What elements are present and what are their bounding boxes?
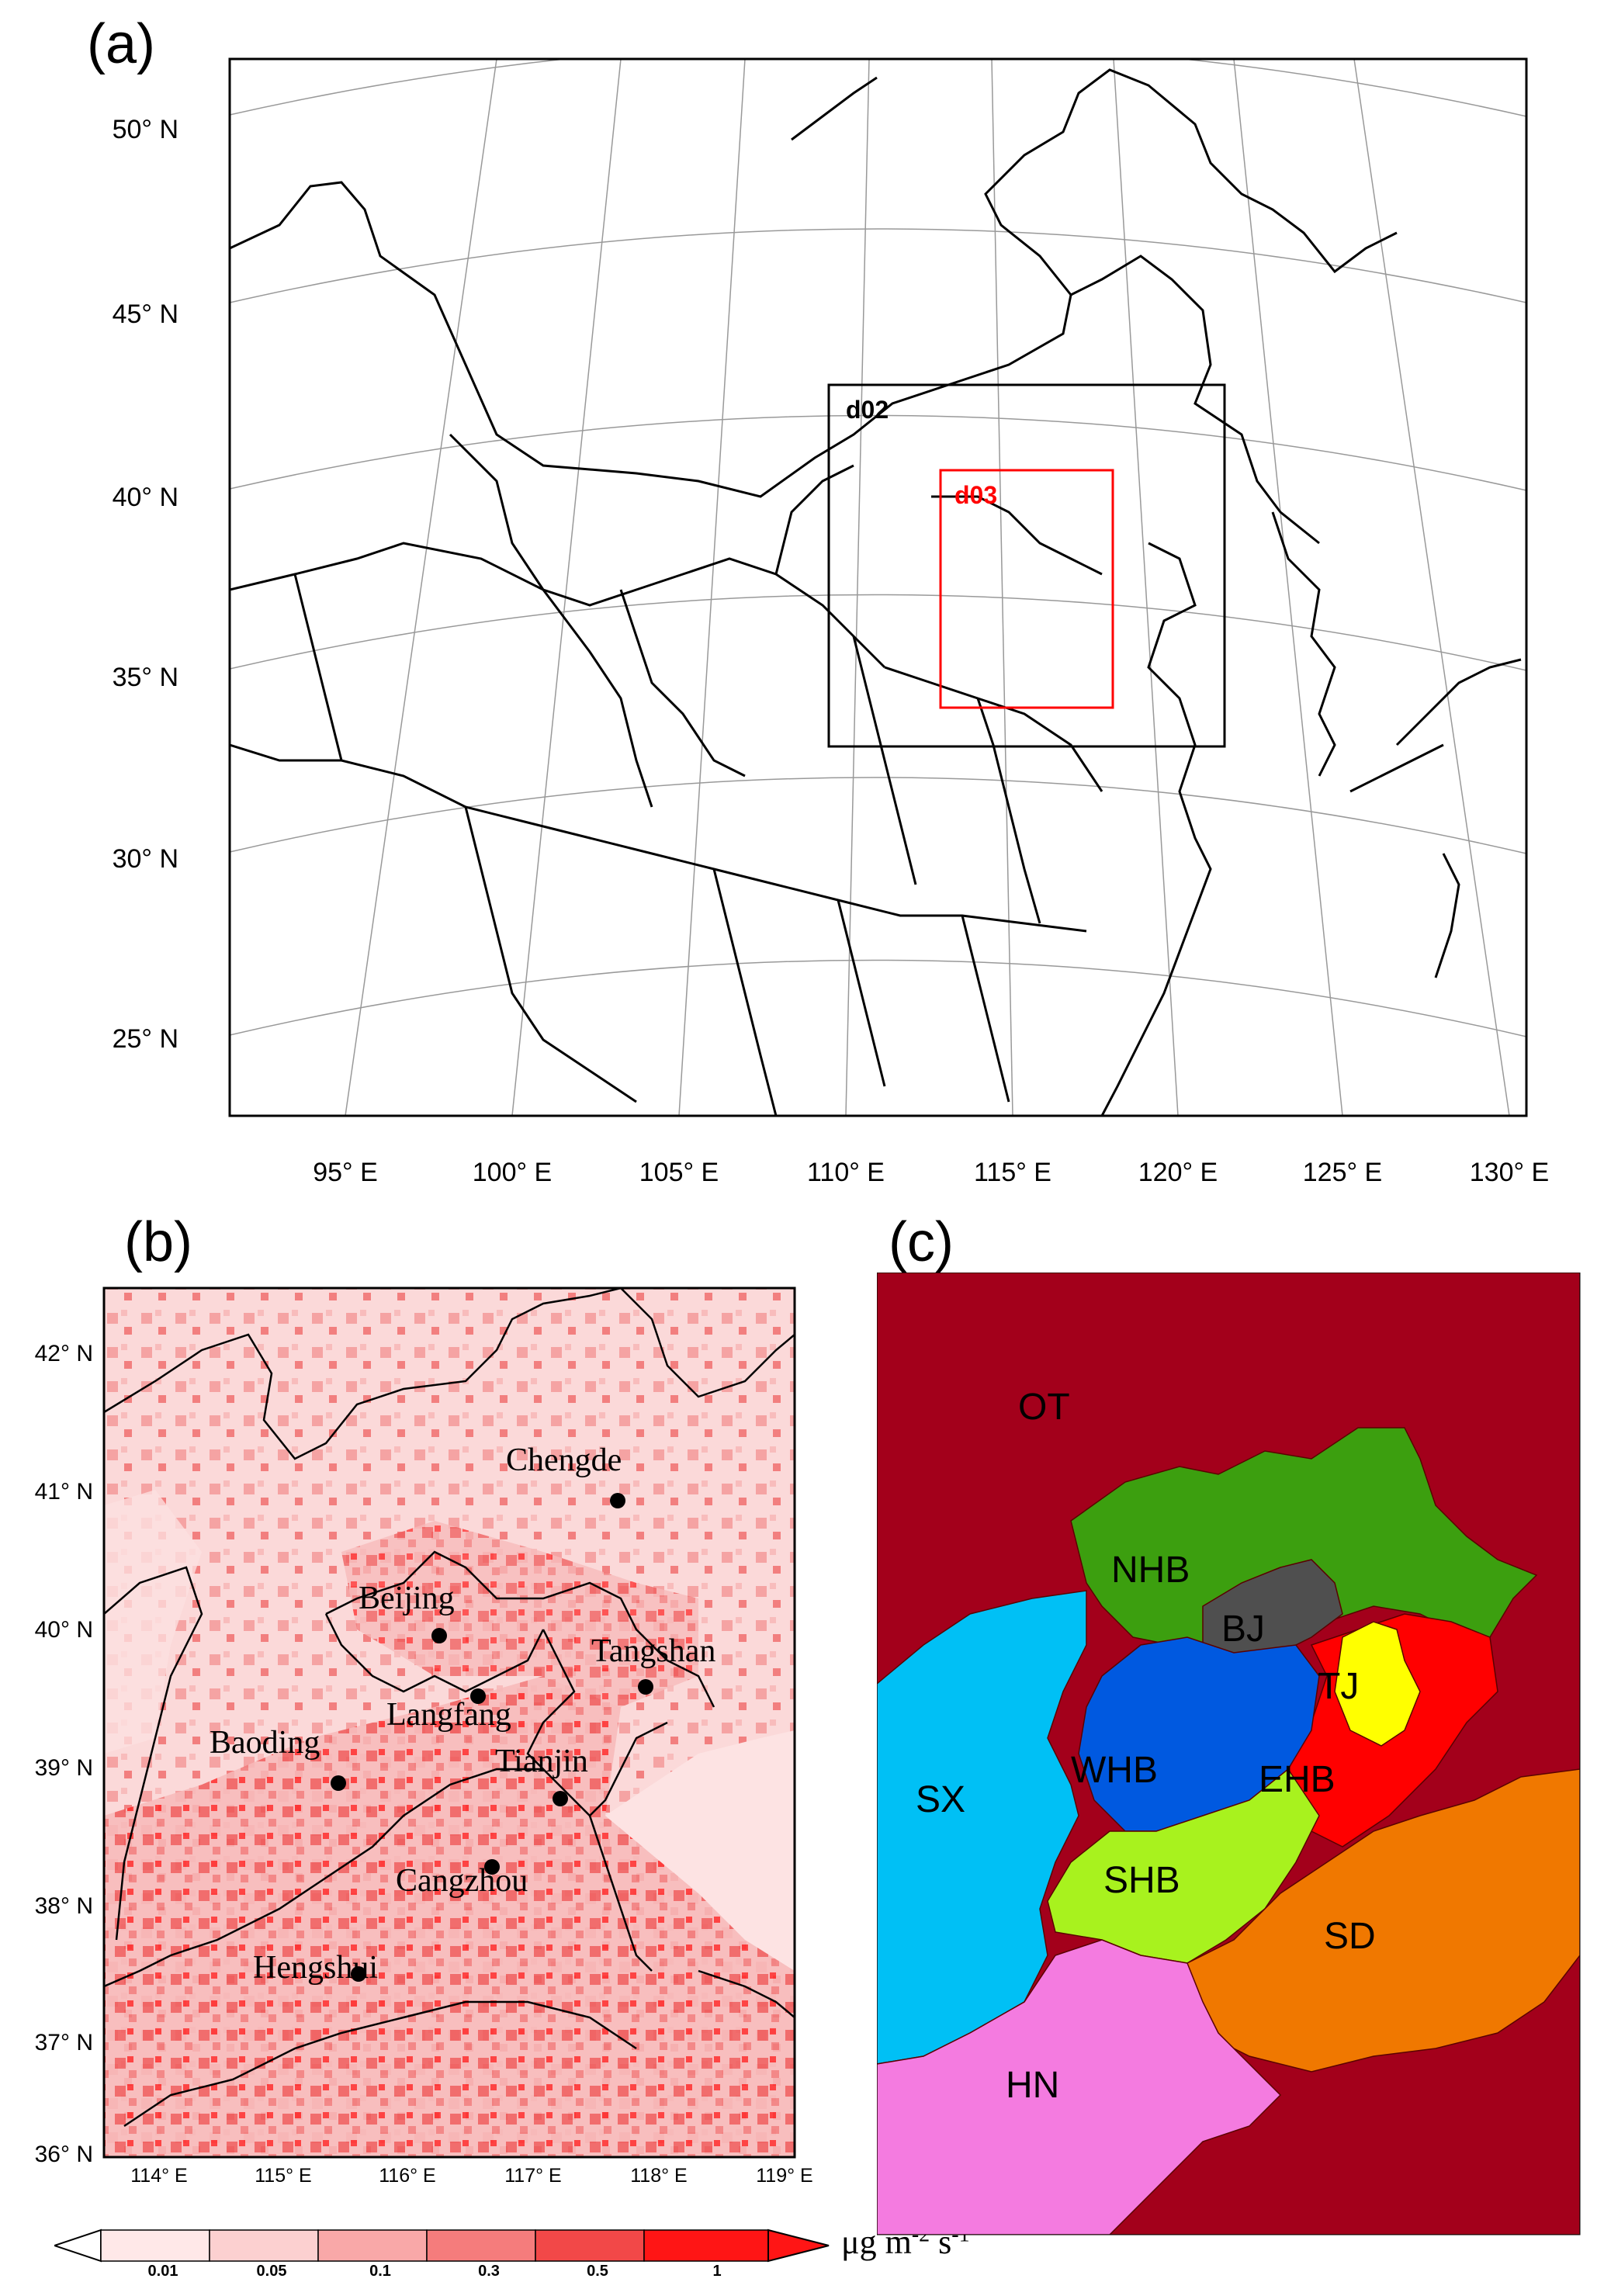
panel-c-label: (c)	[889, 1211, 954, 1273]
panel-b-boundaries	[104, 1288, 795, 2128]
lat-label: 40° N	[34, 1617, 93, 1643]
region-label-hn: HN	[1006, 2065, 1060, 2106]
lon-label: 119° E	[756, 2165, 813, 2187]
lat-label: 45° N	[112, 300, 178, 329]
city-label-tangshan: Tangshan	[591, 1633, 716, 1669]
lon-label: 120° E	[1138, 1158, 1218, 1187]
city-markers	[331, 1493, 653, 1982]
colorbar-tick: 0.5	[587, 2263, 608, 2280]
region-label-ot: OT	[1018, 1387, 1070, 1428]
lon-label: 100° E	[472, 1158, 553, 1187]
city-dot-baoding	[331, 1775, 346, 1791]
colorbar	[54, 2228, 830, 2263]
lon-label: 125° E	[1302, 1158, 1383, 1187]
domain-d03-box	[939, 469, 1114, 709]
lat-label: 42° N	[34, 1341, 93, 1366]
region-label-sd: SD	[1324, 1916, 1376, 1957]
panel-b-map	[102, 1287, 796, 2159]
lon-label: 115° E	[974, 1158, 1051, 1187]
lat-label: 37° N	[34, 2030, 93, 2055]
lat-label: 35° N	[112, 663, 178, 692]
city-label-baoding: Baoding	[210, 1725, 320, 1761]
colorbar-tick: 0.01	[147, 2263, 178, 2280]
colorbar-tick: 0.1	[369, 2263, 391, 2280]
lat-label: 36° N	[34, 2142, 93, 2167]
lat-label: 41° N	[34, 1479, 93, 1505]
lat-label: 39° N	[34, 1755, 93, 1781]
city-dot-langfang	[470, 1688, 486, 1704]
city-label-langfang: Langfang	[386, 1697, 511, 1733]
city-label-beijing: Beijing	[359, 1581, 455, 1616]
lon-label: 105° E	[639, 1158, 719, 1187]
city-dot-tianjin	[553, 1791, 568, 1806]
lat-label: 30° N	[112, 844, 178, 874]
lat-label: 50° N	[112, 115, 178, 144]
lat-label: 40° N	[112, 483, 178, 512]
lon-label: 116° E	[379, 2165, 436, 2187]
city-dot-hengshui	[351, 1966, 366, 1982]
panel-b-label: (b)	[124, 1211, 192, 1273]
region-label-shb: SHB	[1103, 1860, 1180, 1901]
region-label-sx: SX	[916, 1779, 966, 1820]
region-label-nhb: NHB	[1111, 1550, 1190, 1591]
city-label-chengde: Chengde	[506, 1442, 622, 1478]
domain-d02-box	[827, 383, 1226, 748]
domain-d02-label: d02	[846, 396, 889, 424]
panel-a-graticule	[230, 59, 1526, 1116]
panel-a-label: (a)	[87, 13, 155, 75]
city-dot-beijing	[431, 1628, 447, 1643]
lon-label: 110° E	[807, 1158, 885, 1187]
panel-a-boundaries	[230, 68, 1522, 1116]
city-label-cangzhou: Cangzhou	[396, 1863, 528, 1899]
lat-label: 38° N	[34, 1893, 93, 1919]
city-dot-cangzhou	[484, 1859, 500, 1875]
colorbar-tick: 0.05	[256, 2263, 287, 2280]
city-dot-tangshan	[638, 1679, 653, 1695]
lat-label: 25° N	[112, 1024, 178, 1054]
panel-c-map	[877, 1273, 1581, 2235]
lon-label: 117° E	[504, 2165, 562, 2187]
city-dot-chengde	[610, 1493, 625, 1508]
region-label-bj: BJ	[1221, 1609, 1266, 1650]
lon-label: 130° E	[1469, 1158, 1550, 1187]
lon-label: 114° E	[130, 2165, 188, 2187]
city-label-tianjin: Tianjin	[495, 1744, 588, 1779]
lon-label: 115° E	[255, 2165, 312, 2187]
panel-a-map	[228, 57, 1528, 1117]
region-label-whb: WHB	[1071, 1750, 1158, 1791]
region-label-ehb: EHB	[1259, 1759, 1336, 1800]
lon-label: 118° E	[630, 2165, 688, 2187]
region-label-tj: TJ	[1318, 1666, 1360, 1707]
colorbar-tick: 0.3	[478, 2263, 500, 2280]
colorbar-tick: 1	[712, 2263, 722, 2280]
domain-d03-label: d03	[954, 481, 998, 509]
lon-label: 95° E	[313, 1158, 378, 1187]
city-label-hengshui: Hengshui	[253, 1950, 378, 1986]
